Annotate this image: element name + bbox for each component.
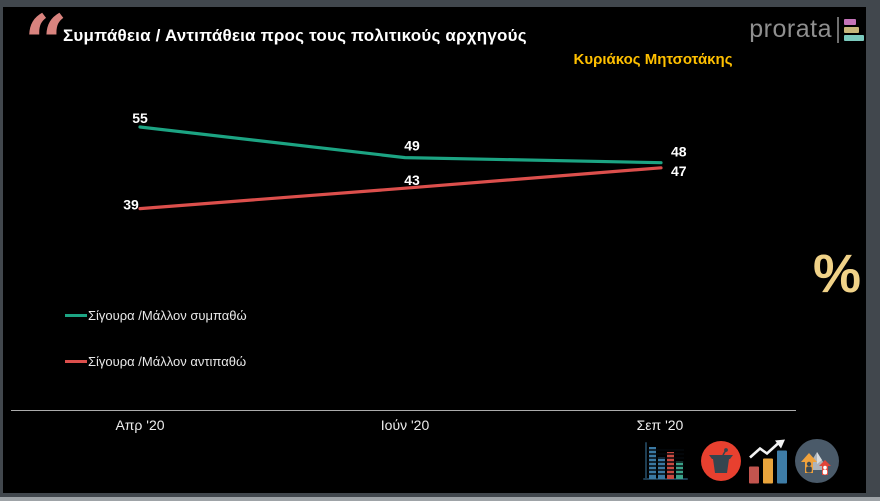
logo-bar-tan: [844, 26, 859, 33]
x-axis-line: [11, 410, 796, 411]
page-title: Συμπάθεια / Αντιπάθεια προς τους πολιτικ…: [63, 26, 527, 45]
data-label: 43: [404, 172, 420, 188]
logo-divider: [837, 16, 839, 43]
percent-symbol: %: [813, 244, 862, 304]
data-label: 55: [132, 110, 148, 126]
frame-bottom-strip: [0, 497, 880, 501]
data-label: 39: [123, 197, 139, 213]
data-label: 48: [671, 144, 687, 160]
series-line-1: [138, 166, 663, 211]
logo-text: prorata: [749, 15, 832, 43]
logo-bar-pink: [844, 18, 856, 25]
x-tick-label: Σεπ '20: [636, 417, 684, 433]
bar-chart-icon[interactable]: [641, 441, 689, 483]
legend-label: Σίγουρα /Μάλλον συμπαθώ: [88, 307, 247, 323]
line-chart: 55 49 48 39 43 47: [123, 110, 687, 213]
podium-icon[interactable]: [700, 440, 742, 482]
legend-item-sympathy: Σίγουρα /Μάλλον συμπαθώ: [65, 307, 247, 323]
quote-icon: “: [24, 0, 68, 87]
slide: “ Συμπάθεια / Αντιπάθεια προς τους πολιτ…: [3, 0, 866, 493]
legend-swatch-green: [65, 313, 87, 317]
logo-bars-icon: [844, 18, 864, 41]
logo-bar-teal: [844, 34, 864, 41]
x-tick-label: Απρ '20: [115, 417, 165, 433]
data-label: 47: [671, 163, 687, 179]
chart-subtitle: Κυριάκος Μητσοτάκης: [573, 51, 733, 68]
data-label: 49: [404, 138, 420, 154]
x-tick-label: Ιούν '20: [380, 417, 430, 433]
series-line-0: [138, 125, 663, 165]
legend: Σίγουρα /Μάλλον συμπαθώ Σίγουρα /Μάλλον …: [65, 307, 247, 399]
legend-item-antipathy: Σίγουρα /Μάλλον αντιπαθώ: [65, 353, 247, 369]
rising-chart-icon[interactable]: [748, 439, 790, 485]
legend-label: Σίγουρα /Μάλλον αντιπαθώ: [88, 353, 247, 369]
prorata-logo: prorata: [749, 15, 864, 44]
legend-swatch-red: [65, 359, 87, 363]
people-growth-icon[interactable]: [794, 438, 840, 484]
